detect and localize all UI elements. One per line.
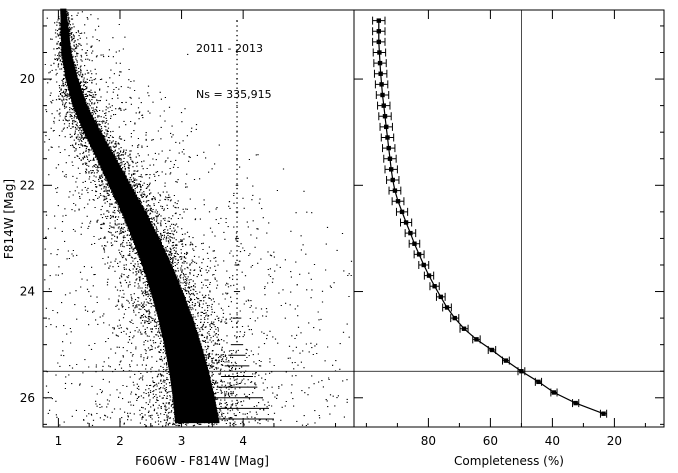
completeness-series <box>372 16 608 418</box>
cmd-y-tick-label: 20 <box>20 72 35 86</box>
color-error-point <box>236 321 238 324</box>
color-error-point <box>236 154 238 156</box>
color-error-point <box>236 207 238 209</box>
completeness-curve <box>378 20 604 415</box>
color-error-point <box>236 278 238 281</box>
completeness-x-axis-label: Completeness (%) <box>454 454 564 468</box>
color-error-point <box>236 68 238 70</box>
completeness-panel: 80 60 40 20 Completeness (%) <box>353 9 665 468</box>
color-error-point <box>236 197 238 199</box>
completeness-axes: 80 60 40 20 <box>353 9 665 448</box>
color-error-point <box>236 82 238 85</box>
color-error-point <box>236 20 238 22</box>
color-error-point <box>236 77 238 80</box>
color-error-point <box>236 58 238 61</box>
color-error-point <box>236 30 238 32</box>
completeness-x-tick-label: 60 <box>483 434 498 448</box>
color-error-point <box>236 92 238 94</box>
color-error-point <box>236 297 238 300</box>
color-error-point <box>236 173 238 175</box>
completeness-point <box>601 411 606 416</box>
annotation-star-count: Ns = 335,915 <box>196 88 272 101</box>
color-error-point <box>236 49 238 51</box>
cmd-x-tick-label: 3 <box>178 434 186 448</box>
cmd-x-tick-label: 2 <box>116 434 124 448</box>
color-error-point <box>236 73 238 75</box>
color-error-point <box>236 340 238 343</box>
color-error-point <box>236 44 238 46</box>
color-error-point <box>236 168 238 171</box>
color-error-point <box>236 130 238 132</box>
color-error-point <box>236 187 238 190</box>
color-error-point <box>236 39 238 42</box>
cmd-x-tick-label: 1 <box>55 434 63 448</box>
cmd-y-axis-label: F814W [Mag] <box>2 179 16 259</box>
color-error-point <box>236 159 238 161</box>
color-error-point <box>236 331 238 333</box>
color-error-point <box>236 178 238 180</box>
color-error-point <box>236 144 238 147</box>
color-error-point <box>236 111 238 113</box>
color-error-point <box>236 101 238 104</box>
color-error-point <box>236 274 238 276</box>
color-error-point <box>236 230 238 233</box>
cmd-x-axis-label: F606W - F814W [Mag] <box>135 454 269 468</box>
color-error-point <box>236 307 238 309</box>
color-error-point <box>236 87 238 89</box>
color-error-point <box>236 25 238 27</box>
color-error-point <box>236 283 238 285</box>
color-error-point <box>236 221 238 223</box>
color-error-point <box>236 326 238 328</box>
color-error-point <box>236 312 238 314</box>
color-error-point <box>236 164 238 166</box>
color-error-point <box>236 293 238 295</box>
color-error-point <box>236 245 238 247</box>
color-error-point <box>236 149 238 152</box>
color-error-point <box>236 125 238 128</box>
color-error-point <box>236 317 238 319</box>
color-error-point <box>236 121 238 123</box>
annotation-years: 2011 - 2013 <box>196 42 263 55</box>
color-error-point <box>236 140 238 142</box>
cmd-color-error-bars <box>200 20 274 420</box>
cmd-y-tick-label: 26 <box>20 391 35 405</box>
color-error-point <box>236 235 238 238</box>
cmd-x-tick-label: 4 <box>239 434 247 448</box>
color-error-point <box>236 259 238 261</box>
color-error-point <box>236 97 238 99</box>
cmd-panel: 1 2 3 4 20 22 24 26 2011 - 2013 Ns = 335,915 F6… <box>2 8 355 468</box>
color-error-point <box>236 106 238 108</box>
color-error-point <box>236 250 238 252</box>
completeness-x-tick-label: 80 <box>421 434 436 448</box>
color-error-point <box>236 63 238 65</box>
color-error-point <box>236 240 238 242</box>
color-error-point <box>236 269 238 271</box>
color-error-point <box>236 183 238 185</box>
color-error-point <box>236 192 238 195</box>
color-error-point <box>236 288 238 290</box>
color-error-point <box>236 116 238 118</box>
color-error-point <box>236 202 238 204</box>
cmd-y-tick-label: 24 <box>20 285 35 299</box>
completeness-frame <box>353 9 665 428</box>
color-error-point <box>236 336 238 338</box>
completeness-x-tick-label: 20 <box>607 434 622 448</box>
color-error-point <box>236 211 238 214</box>
color-error-point <box>236 216 238 218</box>
completeness-x-tick-label: 40 <box>545 434 560 448</box>
color-error-point <box>236 54 238 56</box>
color-error-point <box>236 302 238 304</box>
cmd-y-tick-label: 22 <box>20 178 35 192</box>
color-error-point <box>236 264 238 266</box>
color-error-point <box>236 135 238 137</box>
color-error-point <box>236 254 238 257</box>
color-error-point <box>236 34 238 37</box>
color-error-point <box>236 226 238 228</box>
